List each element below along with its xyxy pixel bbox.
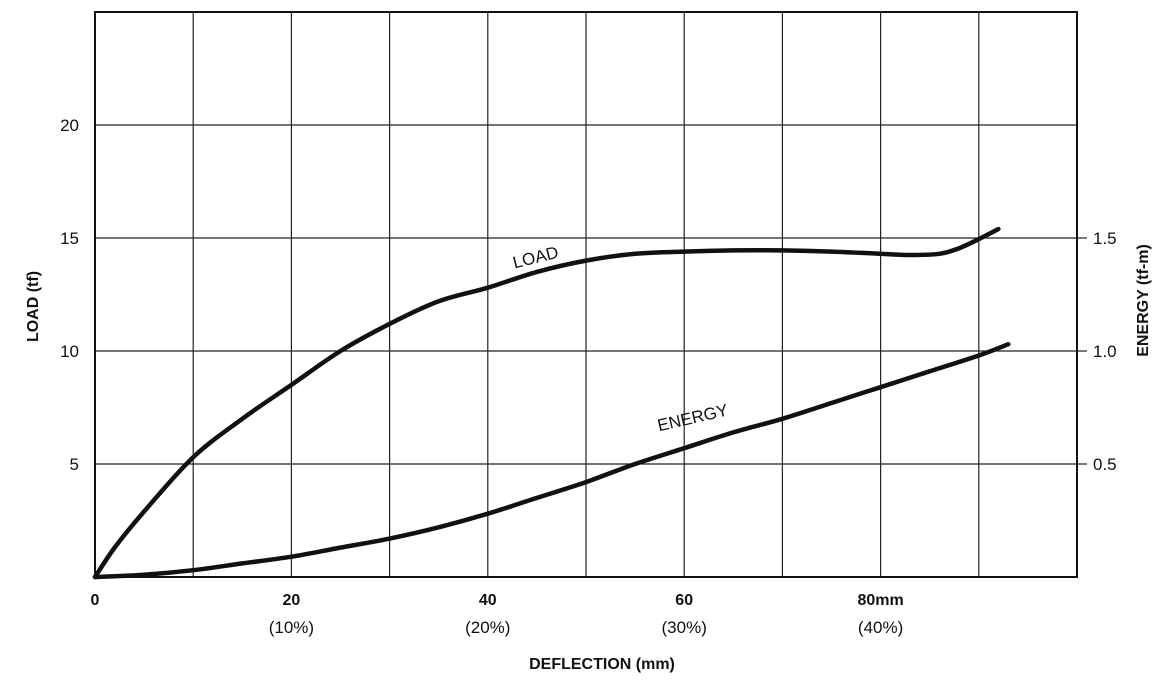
- x-tick-sublabel: (10%): [269, 618, 314, 637]
- y-axis-title: LOAD (tf): [25, 271, 42, 342]
- x-tick-sublabel: (20%): [465, 618, 510, 637]
- curves: [92, 226, 1011, 580]
- energy-curve: [92, 341, 1011, 580]
- y2-axis-title: ENERGY (tf-m): [1135, 244, 1152, 357]
- y-tick-label: 5: [70, 455, 79, 474]
- x-tick-label: 80mm: [857, 592, 903, 609]
- y2-tick-label: 1.0: [1093, 342, 1117, 361]
- x-tick-label: 40: [479, 592, 497, 609]
- x-tick-label: 20: [283, 592, 301, 609]
- x-tick-label: 60: [675, 592, 693, 609]
- grid: [95, 12, 1087, 577]
- y2-tick-label: 0.5: [1093, 455, 1117, 474]
- load-curve: [92, 226, 1001, 580]
- x-tick-label: 0: [91, 592, 100, 609]
- plot-frame: [94, 11, 1078, 578]
- y-tick-label: 10: [60, 342, 79, 361]
- x-tick-sublabel: (40%): [858, 618, 903, 637]
- labels: 0 20 (10%) 40 (20%) 60 (30%) 80mm (40%) 5 10 15 20 0.…: [60, 116, 1117, 637]
- x-tick-sublabel: (30%): [662, 618, 707, 637]
- y2-tick-label: 1.5: [1093, 229, 1117, 248]
- x-axis-title: DEFLECTION (mm): [529, 656, 675, 673]
- y-tick-label: 20: [60, 116, 79, 135]
- energy-series-label: ENERGY: [656, 401, 730, 436]
- y-tick-label: 15: [60, 229, 79, 248]
